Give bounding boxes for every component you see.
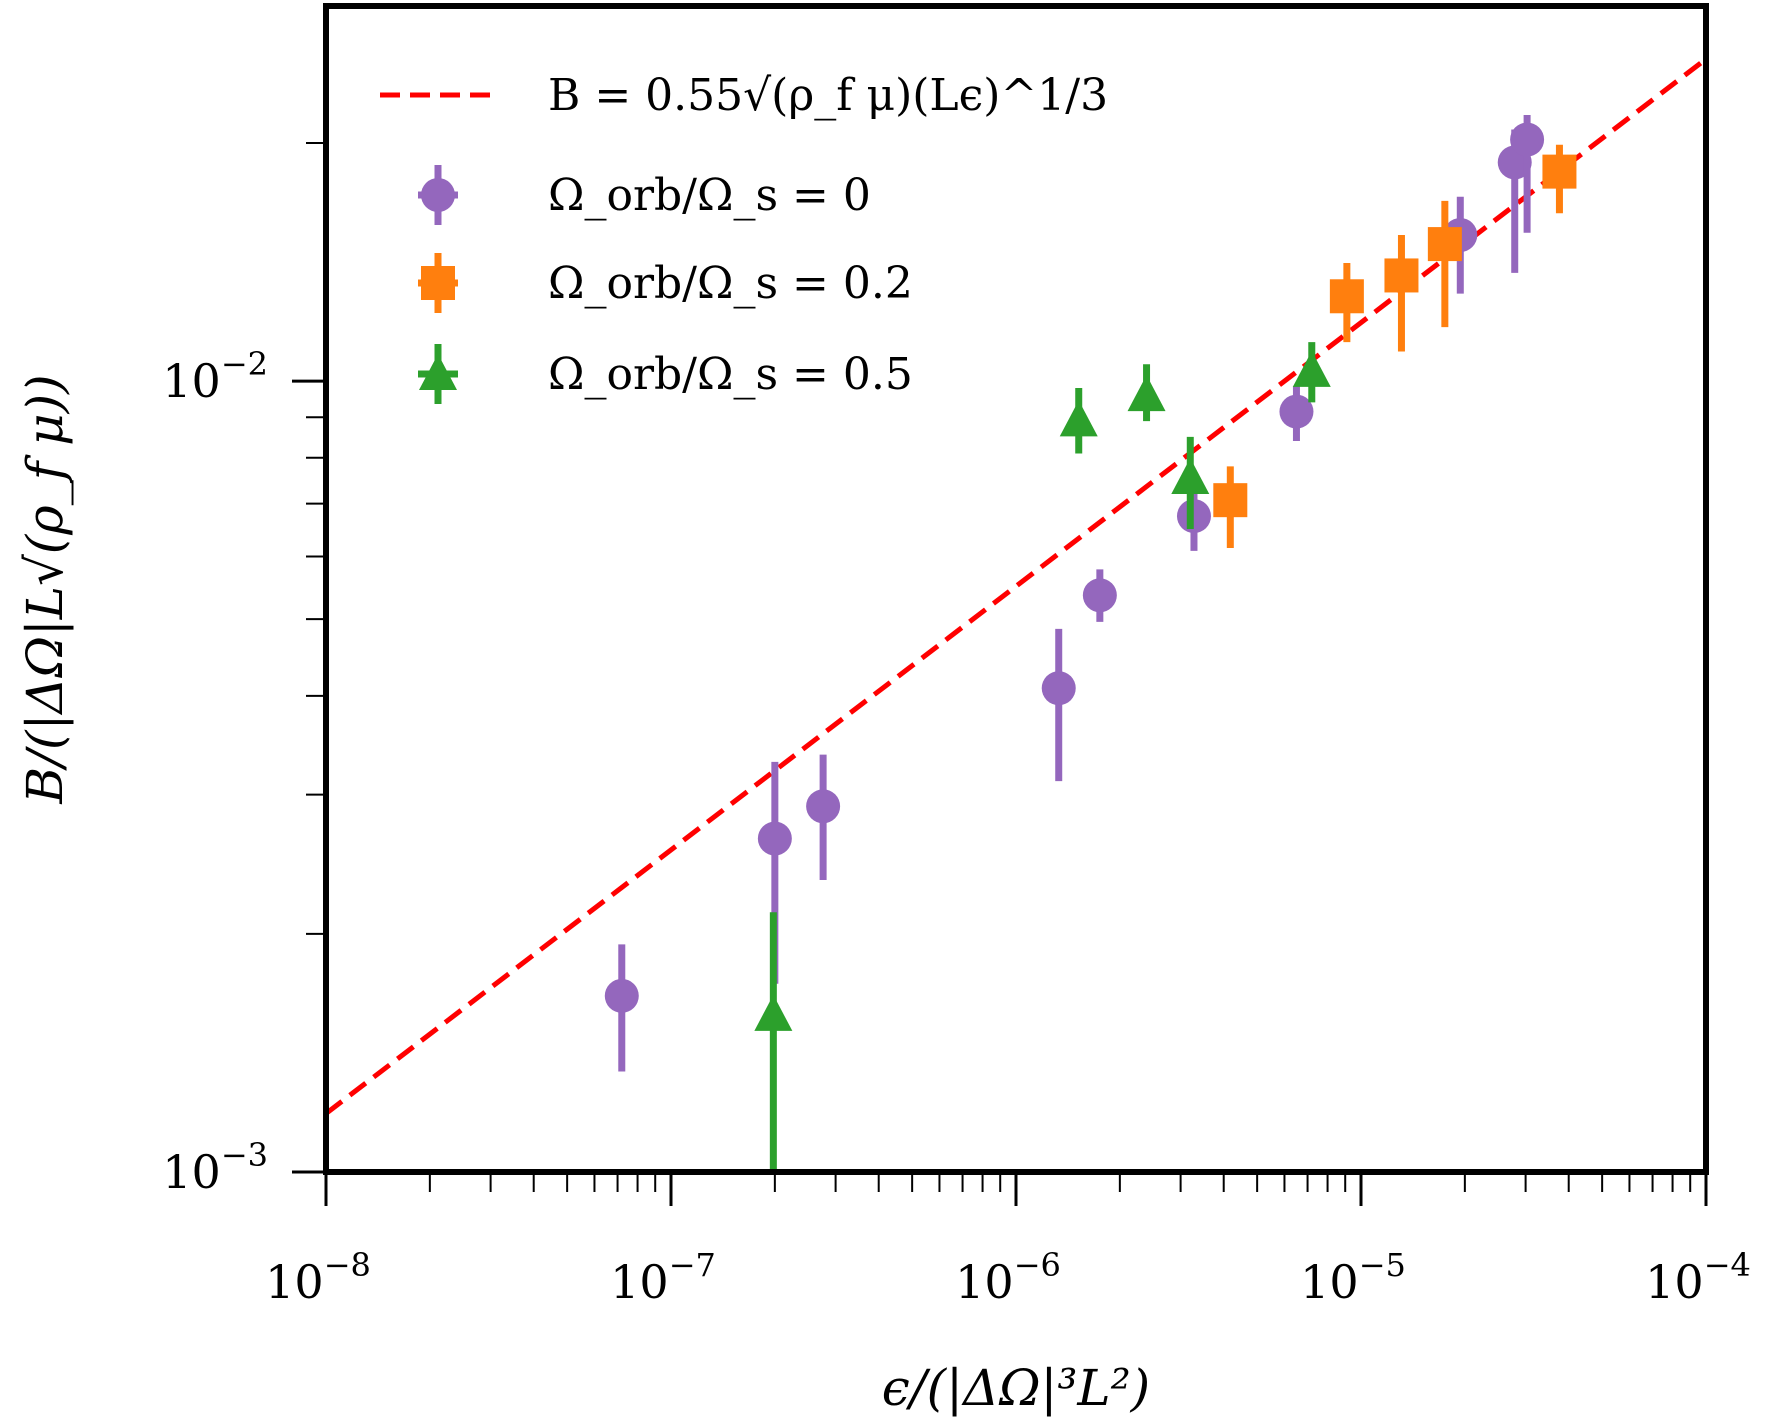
data-point (1082, 569, 1117, 622)
circle-marker (1082, 578, 1117, 613)
data-point (1059, 388, 1098, 454)
circle-marker (1510, 122, 1545, 157)
legend: B = 0.55√(ρ_f μ)(Lϵ)^1/3 Ω_orb/Ω_s = 0 Ω_o… (380, 70, 1108, 404)
circle-marker (1176, 499, 1211, 534)
square-marker (1329, 279, 1364, 314)
circle-marker (1279, 394, 1314, 429)
legend-triangle-swatch (419, 354, 457, 390)
circle-marker (604, 978, 639, 1013)
data-point (1213, 466, 1248, 549)
data-point (1542, 144, 1577, 214)
triangle-marker (1292, 350, 1331, 387)
data-point (1171, 436, 1210, 530)
square-marker (1427, 227, 1462, 262)
y-tick-label: 10−3 (162, 1136, 268, 1199)
legend-label: B = 0.55√(ρ_f μ)(Lϵ)^1/3 (548, 70, 1108, 121)
data-point (1384, 234, 1419, 352)
triangle-marker (1171, 458, 1210, 495)
legend-item: Ω_orb/Ω_s = 0.5 (418, 344, 913, 404)
square-marker (1384, 258, 1419, 293)
data-point (806, 754, 841, 880)
series-square (1213, 144, 1577, 549)
data-point (1292, 342, 1331, 403)
legend-label: Ω_orb/Ω_s = 0 (548, 170, 871, 221)
plot-frame (323, 3, 1709, 1175)
legend-square-swatch (421, 266, 455, 300)
data-point (604, 944, 639, 1072)
circle-marker (806, 789, 841, 824)
x-axis-label: ϵ/(|ΔΩ|³L²) (882, 1359, 1150, 1417)
data-point (1127, 364, 1166, 422)
triangle-marker (1127, 375, 1166, 412)
data-point (1041, 628, 1076, 782)
x-tick-label: 10−6 (955, 1246, 1061, 1309)
triangle-marker (754, 994, 793, 1031)
data-point (1329, 263, 1364, 343)
legend-item: Ω_orb/Ω_s = 0 (418, 165, 871, 225)
square-marker (1542, 154, 1577, 189)
data-point (1510, 114, 1545, 233)
x-tick-label: 10−4 (1645, 1246, 1751, 1309)
data-point (1279, 386, 1314, 441)
data-point (754, 912, 793, 1172)
legend-label: Ω_orb/Ω_s = 0.2 (548, 258, 913, 309)
data-point (1427, 200, 1462, 328)
triangle-marker (1059, 400, 1098, 437)
circle-marker (757, 821, 792, 856)
fit-line (326, 57, 1706, 1116)
x-tick-label: 10−5 (1300, 1246, 1406, 1309)
legend-item: Ω_orb/Ω_s = 0.2 (418, 253, 913, 313)
y-tick-label: 10−2 (162, 345, 268, 408)
x-tick-label: 10−8 (265, 1246, 371, 1309)
circle-marker (1041, 671, 1076, 706)
legend-item: B = 0.55√(ρ_f μ)(Lϵ)^1/3 (380, 70, 1108, 121)
x-tick-label: 10−7 (610, 1246, 716, 1309)
series-triangle (754, 342, 1331, 1172)
y-axis-label: B/(|ΔΩ|L√(ρ_f μ)) (16, 374, 74, 804)
square-marker (1213, 483, 1248, 518)
legend-label: Ω_orb/Ω_s = 0.5 (548, 349, 913, 400)
legend-circle-swatch (421, 178, 455, 212)
